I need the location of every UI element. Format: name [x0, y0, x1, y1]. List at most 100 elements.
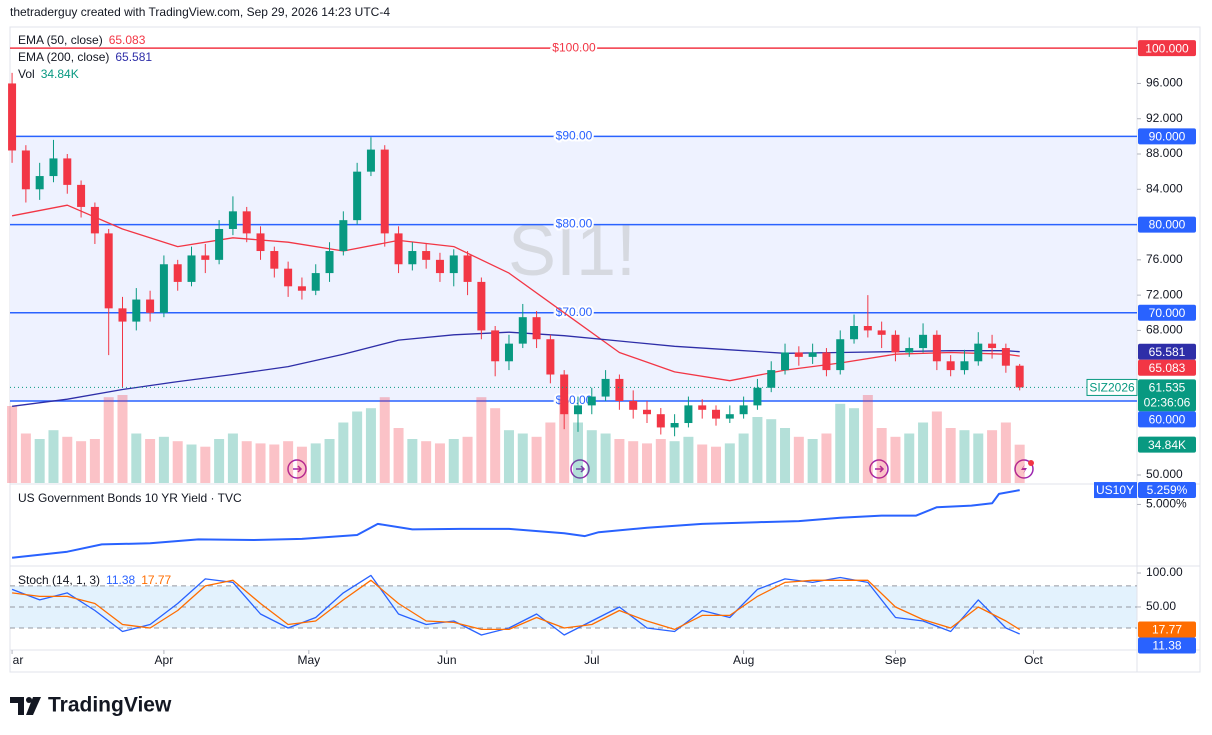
candle-body	[573, 405, 582, 415]
candle-body	[449, 255, 458, 274]
candle-body	[518, 317, 527, 344]
event-icon[interactable]	[287, 459, 307, 479]
volume-bar	[255, 443, 266, 483]
volume-bar	[890, 436, 901, 483]
volume-bar	[89, 439, 100, 483]
candle-body	[270, 251, 279, 269]
volume-bar	[642, 443, 652, 483]
y-tick-label: 5.000%	[1146, 497, 1187, 511]
ema-line	[11, 204, 1020, 382]
legend-text: US Government Bonds 10 YR Yield · TVC	[18, 491, 242, 505]
volume-bar	[628, 441, 639, 483]
volume-bar	[503, 430, 514, 483]
volume-bar	[158, 436, 169, 483]
level-tag-bg	[1138, 128, 1196, 145]
indicator-tag: 11.38	[1152, 639, 1181, 653]
legend-text: Stoch (14, 1, 3)	[18, 573, 100, 587]
volume-bar	[531, 436, 542, 483]
y-tick-label: 50.00	[1146, 599, 1176, 613]
volume-bar	[835, 403, 846, 483]
volume-bar	[490, 408, 501, 483]
candle-body	[463, 255, 472, 282]
candle-body	[615, 378, 624, 401]
candle-body	[905, 348, 914, 353]
volume-bar	[959, 430, 970, 483]
volume-bar	[434, 443, 445, 483]
volume-bar	[145, 439, 156, 483]
candle-body	[339, 220, 348, 252]
y-tick-label: 68.000	[1146, 323, 1183, 337]
volume-bar	[200, 446, 211, 483]
legend-text: Vol	[18, 67, 35, 81]
brand-logo	[10, 697, 41, 715]
band	[10, 136, 1137, 401]
y-tick-label: 72.000	[1146, 287, 1183, 301]
candle-body	[394, 233, 403, 265]
last-price-tag: 61.535	[1149, 381, 1186, 395]
candle-body	[491, 330, 500, 362]
candle-body	[284, 268, 293, 287]
volume-tag-bg	[1138, 436, 1196, 453]
event-icon[interactable]	[570, 459, 590, 479]
volume-bar	[849, 408, 860, 483]
ema-tag-bg	[1138, 343, 1196, 360]
candle-body	[35, 176, 44, 190]
legend-text: 34.84K	[41, 67, 79, 81]
candle-body	[132, 299, 141, 322]
volume-bar	[131, 433, 142, 483]
level-label: $80.00	[556, 217, 593, 231]
candle-body	[808, 352, 817, 357]
brand-name: TradingView	[48, 694, 172, 717]
x-tick-label: Jul	[584, 653, 599, 667]
level-tag-bg	[1138, 411, 1196, 428]
volume-bar	[987, 430, 998, 483]
candle-body	[546, 339, 555, 375]
y-tick-label: 84.000	[1146, 181, 1183, 195]
x-tick-label: Jun	[437, 653, 456, 667]
volume-bar	[738, 433, 749, 483]
candle-body	[21, 150, 30, 190]
volume-bar	[338, 422, 349, 483]
y-tick-label: 76.000	[1146, 252, 1183, 266]
volume-bar	[697, 444, 708, 483]
candle-body	[325, 251, 334, 274]
volume-bar	[904, 433, 915, 483]
candle-body	[353, 171, 362, 221]
volume-bar	[227, 433, 238, 483]
candle-body	[256, 233, 265, 252]
candle-body	[960, 361, 969, 371]
legend-text: 65.083	[109, 33, 146, 47]
event-icon[interactable]	[869, 459, 889, 479]
volume-bar	[793, 436, 804, 483]
candle-body	[159, 264, 168, 313]
volume-bar	[393, 428, 404, 483]
volume-bar	[807, 439, 818, 483]
volume-bar	[862, 395, 873, 483]
volume-bar	[352, 411, 363, 483]
volume-bar	[448, 439, 459, 483]
candle-body	[988, 343, 997, 349]
level-tag: 90.000	[1149, 130, 1186, 144]
volume-bar	[711, 446, 722, 483]
symbol-tag-bg	[1094, 482, 1137, 499]
volume-bar	[296, 446, 307, 483]
legend-text: EMA (200, close)	[18, 50, 109, 64]
volume-bar	[20, 433, 31, 483]
candle-body	[77, 184, 86, 207]
event-icon[interactable]	[1014, 459, 1034, 479]
volume-bar	[559, 400, 570, 483]
legend-text: 17.77	[141, 573, 171, 587]
candle-body	[877, 330, 886, 335]
volume-bar	[752, 417, 763, 483]
level-tag: 100.000	[1145, 41, 1189, 55]
volume-bar	[172, 441, 183, 483]
candle-body	[739, 405, 748, 415]
candle-body	[242, 211, 251, 234]
volume-bar	[973, 433, 984, 483]
level-tag-bg	[1138, 304, 1196, 321]
candle-body	[587, 396, 596, 406]
candle-body	[974, 343, 983, 362]
x-tick-label: May	[297, 653, 320, 667]
indicator-tag: 5.259%	[1147, 483, 1188, 497]
volume-bar	[103, 397, 114, 483]
